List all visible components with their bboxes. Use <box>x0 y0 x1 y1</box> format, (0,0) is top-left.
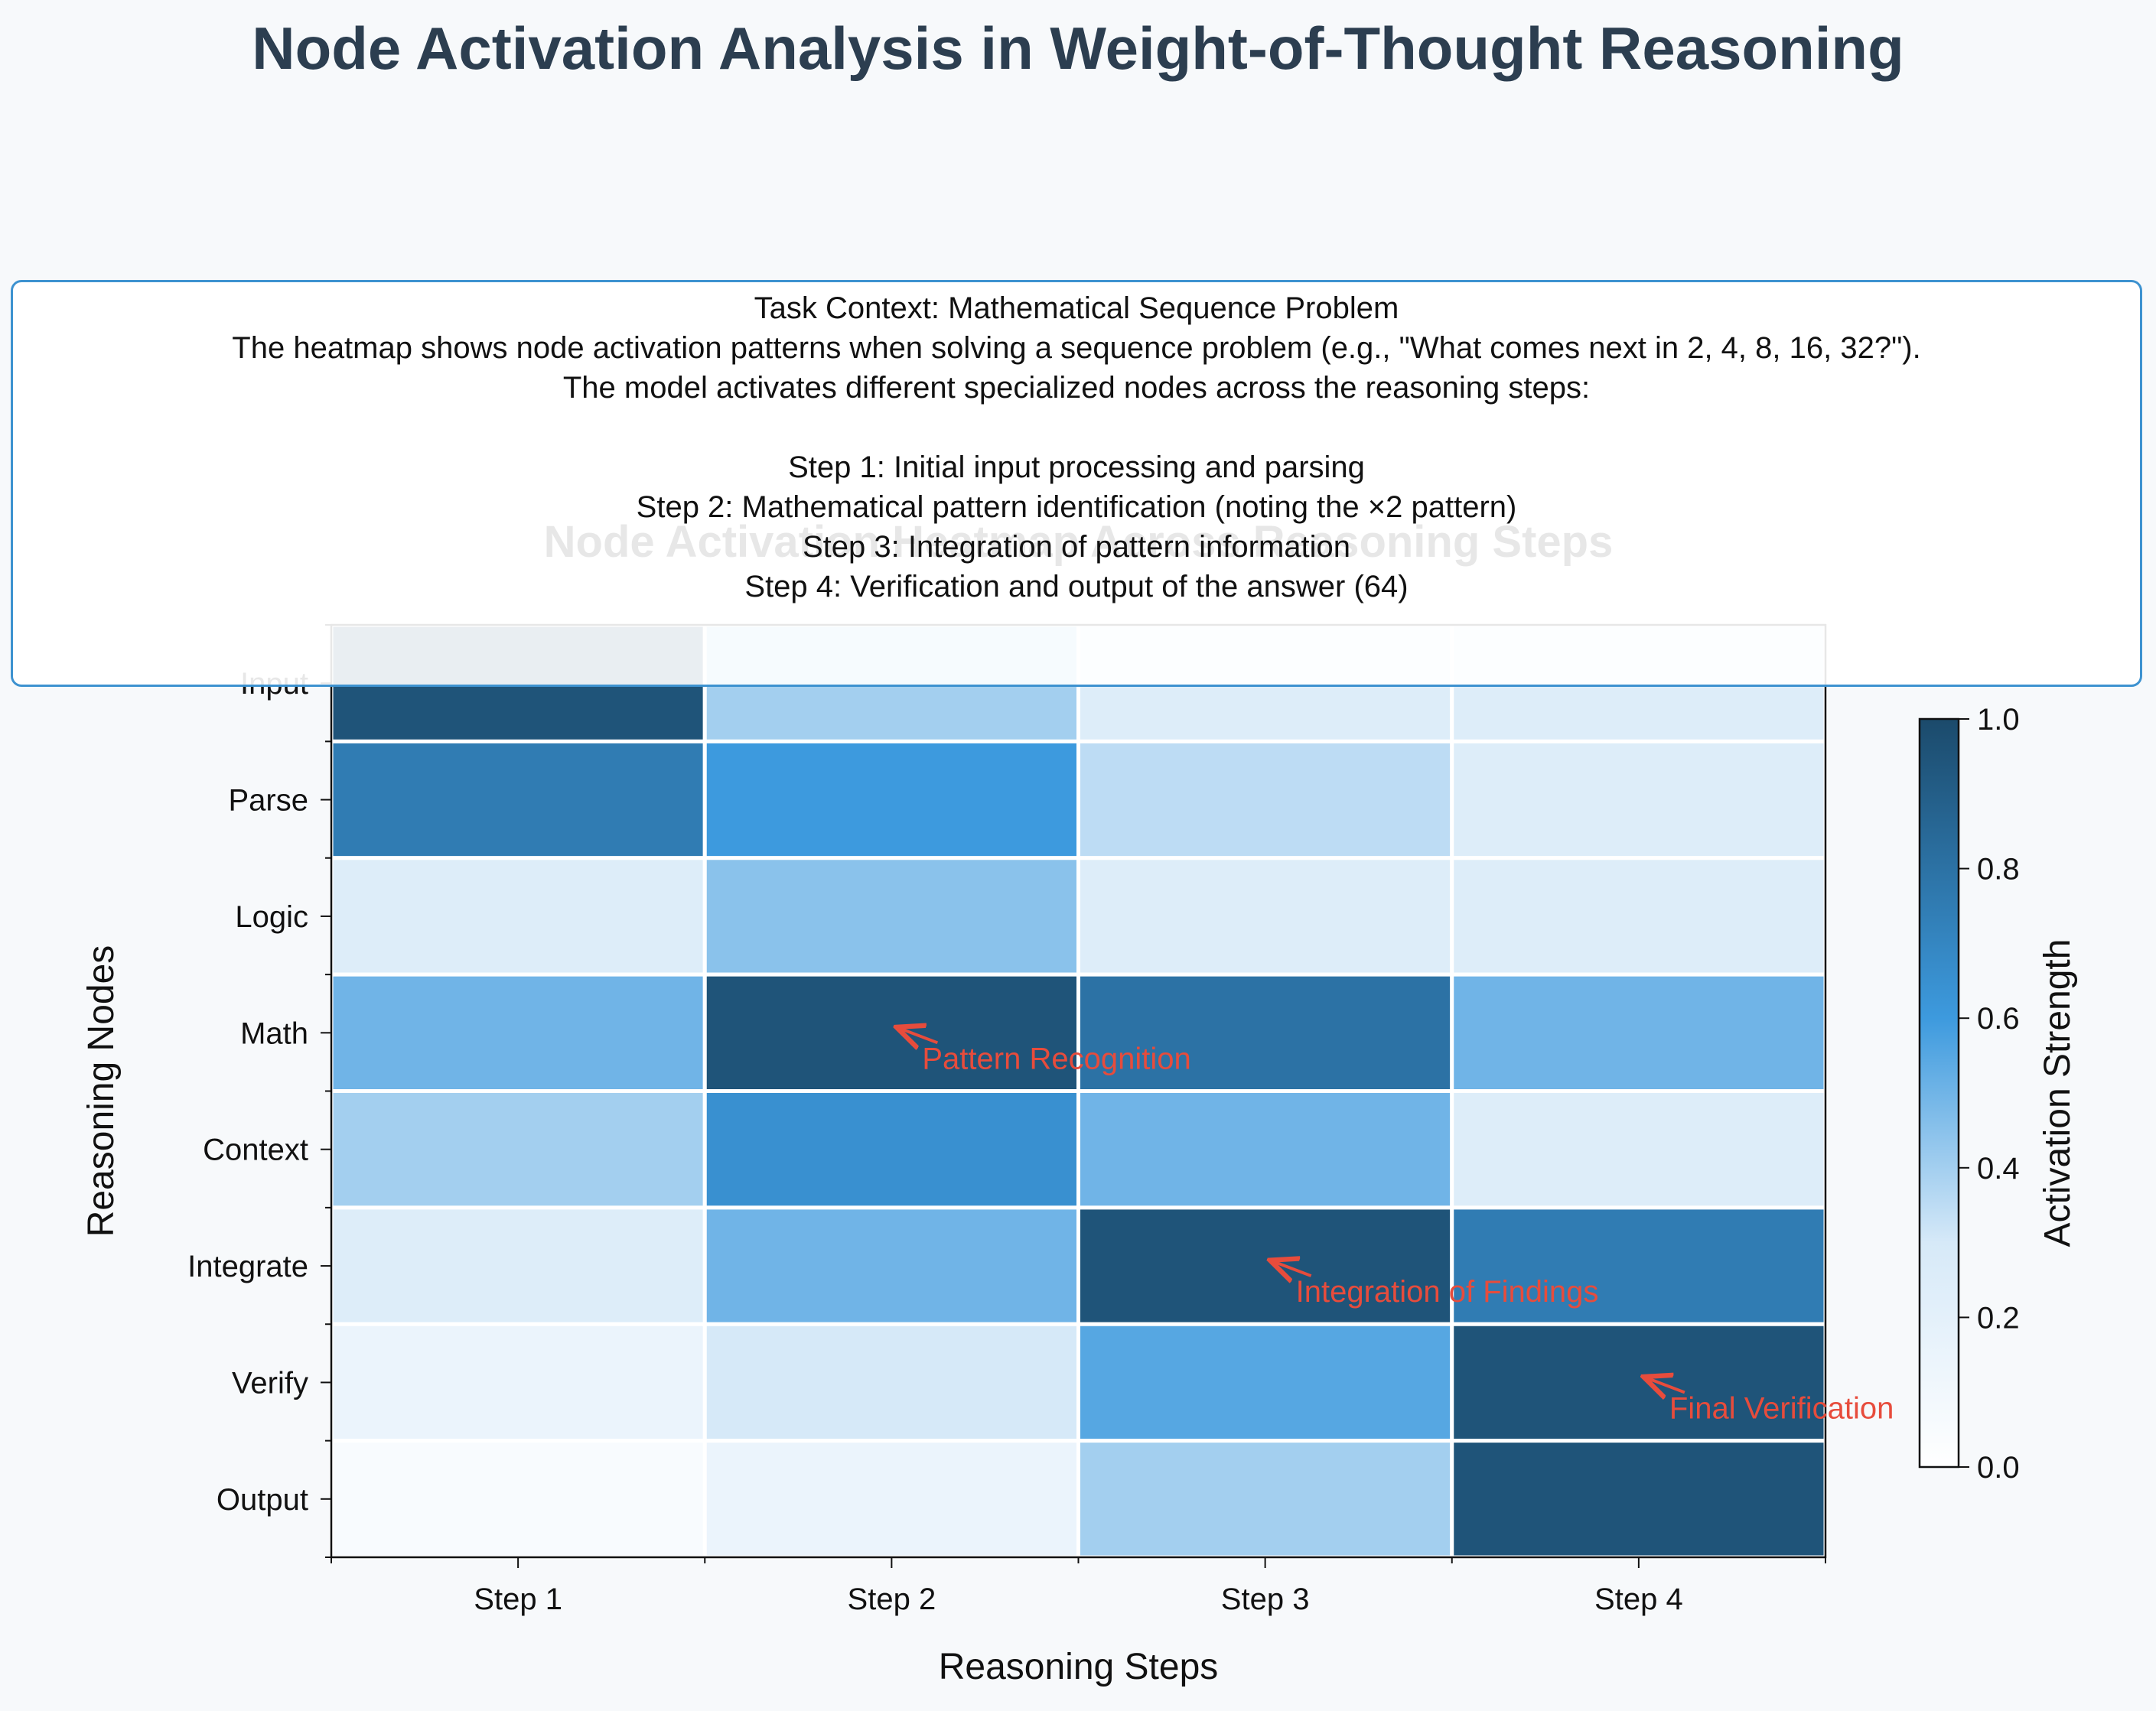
heatmap-cell <box>329 856 707 977</box>
annotation-label: Integration of Findings <box>1296 1275 1599 1309</box>
annotation-arrow <box>1646 1378 1685 1392</box>
x-axis-label: Reasoning Steps <box>939 1647 1219 1687</box>
x-tick-label: Step 2 <box>848 1583 936 1616</box>
context-line: Step 4: Verification and output of the a… <box>744 570 1409 603</box>
heatmap-cell <box>329 739 707 860</box>
x-tick-label: Step 3 <box>1221 1583 1310 1616</box>
suptitle: Node Activation Analysis in Weight-of-Th… <box>252 15 1904 82</box>
annotation-arrow <box>899 1028 939 1043</box>
y-tick-label: Verify <box>232 1366 308 1400</box>
heatmap-cell <box>329 1089 707 1210</box>
colorbar-tick-label: 0.6 <box>1977 1002 2020 1036</box>
heatmap-cell <box>1076 856 1454 977</box>
annotation-label: Final Verification <box>1669 1391 1894 1425</box>
y-tick-label: Integrate <box>187 1250 308 1283</box>
heatmap-cell <box>702 1089 1080 1210</box>
y-axis-label: Reasoning Nodes <box>81 945 122 1238</box>
context-line: The heatmap shows node activation patter… <box>232 331 1921 365</box>
colorbar <box>1918 717 1960 1469</box>
annotation-label: Pattern Recognition <box>922 1042 1190 1075</box>
heatmap-cell <box>1076 1322 1454 1443</box>
colorbar-tick-label: 1.0 <box>1977 703 2020 737</box>
x-tick-label: Step 1 <box>474 1583 562 1616</box>
context-line: Step 3: Integration of pattern informati… <box>803 530 1350 564</box>
colorbar-tick-label: 0.0 <box>1977 1451 2020 1485</box>
heatmap-cell <box>702 1205 1080 1326</box>
heatmap-cell <box>1450 856 1828 977</box>
y-tick-label: Context <box>203 1134 308 1167</box>
y-tick-label: Parse <box>229 784 309 818</box>
heatmap-cell <box>702 856 1080 977</box>
x-tick-label: Step 4 <box>1594 1583 1683 1616</box>
heatmap-cell <box>702 1439 1080 1560</box>
heatmap-cell <box>329 1322 707 1443</box>
y-tick-label: Logic <box>235 900 308 934</box>
heatmap-cell <box>1076 1089 1454 1210</box>
context-line: Task Context: Mathematical Sequence Prob… <box>754 291 1399 325</box>
context-line <box>13 408 2140 447</box>
context-line: Step 2: Mathematical pattern identificat… <box>636 490 1517 524</box>
heatmap-cell <box>1450 739 1828 860</box>
heatmap-cell <box>702 1322 1080 1443</box>
heatmap-cell <box>329 1439 707 1560</box>
colorbar-tick-label: 0.2 <box>1977 1301 2020 1335</box>
y-tick-label: Math <box>240 1017 308 1050</box>
annotation-arrow <box>1273 1261 1312 1276</box>
heatmap-cell <box>329 1205 707 1326</box>
colorbar-tick-label: 0.4 <box>1977 1152 2020 1186</box>
colorbar-tick-label: 0.8 <box>1977 853 2020 886</box>
heatmap-cell <box>1450 1205 1828 1326</box>
context-line: Step 1: Initial input processing and par… <box>788 451 1365 484</box>
heatmap-cell <box>1450 1089 1828 1210</box>
colorbar-label: Activation Strength <box>2037 939 2078 1247</box>
heatmap-cell <box>1076 739 1454 860</box>
context-line: The model activates different specialize… <box>562 371 1591 405</box>
heatmap-cell <box>1450 1439 1828 1560</box>
task-context-box: Task Context: Mathematical Sequence Prob… <box>11 280 2142 687</box>
y-tick-label: Output <box>217 1483 308 1517</box>
heatmap-cell <box>1450 972 1828 1093</box>
heatmap-cell <box>1076 1439 1454 1560</box>
heatmap-cell <box>329 972 707 1093</box>
heatmap-cell <box>702 739 1080 860</box>
